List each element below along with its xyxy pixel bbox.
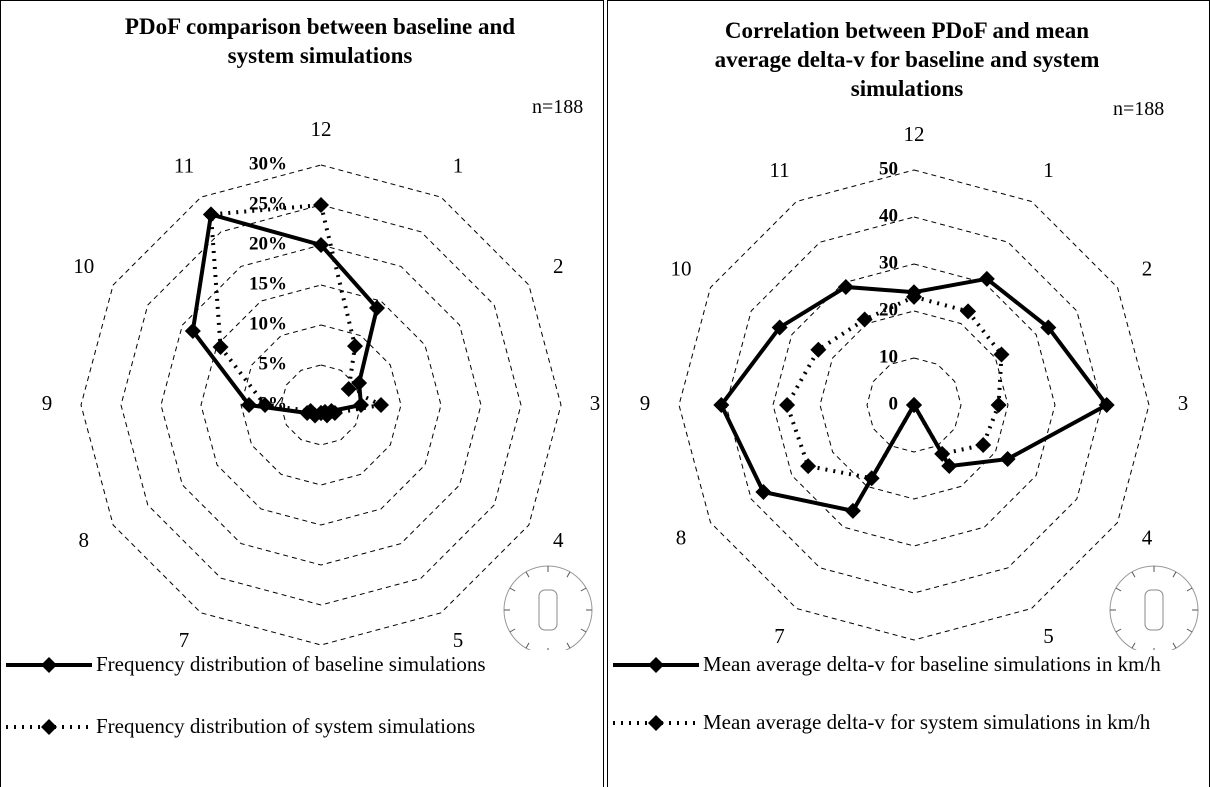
clock-face bbox=[504, 566, 592, 650]
clock-icon bbox=[504, 566, 592, 650]
tick-label: 20 bbox=[879, 299, 898, 320]
category-label: 9 bbox=[640, 391, 651, 415]
category-label: 2 bbox=[1142, 256, 1153, 280]
data-point bbox=[975, 437, 991, 453]
page: PDoF comparison between baseline and sys… bbox=[0, 0, 1210, 787]
category-label: 3 bbox=[590, 391, 601, 415]
radar-chart: 1212345678910110%5%10%15%20%25%30% bbox=[2, 0, 602, 650]
series-line bbox=[721, 279, 1106, 511]
category-label: 12 bbox=[904, 122, 925, 146]
clock-face bbox=[1110, 566, 1198, 650]
category-label: 1 bbox=[453, 154, 464, 178]
tick-label: 5% bbox=[259, 353, 288, 374]
data-point bbox=[800, 458, 816, 474]
category-label: 7 bbox=[179, 628, 190, 650]
tick-label: 10% bbox=[249, 313, 287, 334]
category-label: 8 bbox=[78, 528, 89, 552]
data-point bbox=[779, 397, 795, 413]
category-label: 12 bbox=[311, 117, 332, 141]
legend-entry: Frequency distribution of system simulat… bbox=[4, 714, 599, 739]
data-point bbox=[864, 470, 880, 486]
tick-label: 50 bbox=[879, 158, 898, 179]
legend-label: Mean average delta-v for baseline simula… bbox=[703, 652, 1161, 677]
legend-entry: Mean average delta-v for system simulati… bbox=[611, 710, 1201, 735]
category-label: 10 bbox=[73, 254, 94, 278]
legend-label: Frequency distribution of system simulat… bbox=[96, 714, 475, 739]
data-point bbox=[960, 303, 976, 319]
data-point bbox=[857, 312, 873, 328]
tick-label: 40 bbox=[879, 205, 898, 226]
data-point bbox=[373, 397, 389, 413]
legend-swatch bbox=[4, 654, 94, 676]
category-label: 5 bbox=[453, 628, 464, 650]
tick-label: 0 bbox=[889, 393, 899, 414]
tick-label: 25% bbox=[249, 193, 287, 214]
legend-label: Frequency distribution of baseline simul… bbox=[96, 652, 486, 677]
tick-label: 10 bbox=[879, 346, 898, 367]
category-label: 11 bbox=[174, 154, 194, 178]
legend-marker bbox=[648, 715, 664, 731]
category-label: 7 bbox=[774, 624, 785, 648]
category-label: 4 bbox=[553, 528, 564, 552]
legend-marker bbox=[41, 719, 57, 735]
data-point bbox=[1000, 451, 1016, 467]
legend-entry: Frequency distribution of baseline simul… bbox=[4, 652, 599, 677]
legend-marker bbox=[41, 657, 57, 673]
clock-icon bbox=[1110, 566, 1198, 650]
data-point bbox=[941, 458, 957, 474]
data-point bbox=[845, 503, 861, 519]
category-label: 2 bbox=[553, 254, 564, 278]
tick-label: 30 bbox=[879, 252, 898, 273]
legend-label: Mean average delta-v for system simulati… bbox=[703, 710, 1150, 735]
tick-label: 0% bbox=[259, 393, 288, 414]
tick-label: 15% bbox=[249, 273, 287, 294]
legend-entry: Mean average delta-v for baseline simula… bbox=[611, 652, 1201, 677]
category-label: 8 bbox=[676, 525, 687, 549]
data-point bbox=[203, 206, 219, 222]
data-point bbox=[906, 397, 922, 413]
tick-label: 20% bbox=[249, 233, 287, 254]
legend-swatch bbox=[4, 716, 94, 738]
legend-swatch bbox=[611, 712, 701, 734]
category-label: 5 bbox=[1043, 624, 1054, 648]
legend-swatch bbox=[611, 654, 701, 676]
tick-label: 30% bbox=[249, 153, 287, 174]
radar-chart: 12123456789101101020304050 bbox=[609, 0, 1208, 650]
category-label: 4 bbox=[1142, 525, 1153, 549]
data-point bbox=[313, 197, 329, 213]
data-point bbox=[934, 446, 950, 462]
data-point bbox=[347, 338, 363, 354]
category-label: 9 bbox=[42, 391, 53, 415]
category-label: 1 bbox=[1043, 158, 1054, 182]
data-point bbox=[810, 342, 826, 358]
category-label: 10 bbox=[671, 256, 692, 280]
series-line bbox=[787, 297, 1001, 478]
category-label: 11 bbox=[769, 158, 789, 182]
data-point bbox=[755, 484, 771, 500]
data-point bbox=[991, 397, 1007, 413]
legend-marker bbox=[648, 657, 664, 673]
category-label: 3 bbox=[1178, 391, 1189, 415]
